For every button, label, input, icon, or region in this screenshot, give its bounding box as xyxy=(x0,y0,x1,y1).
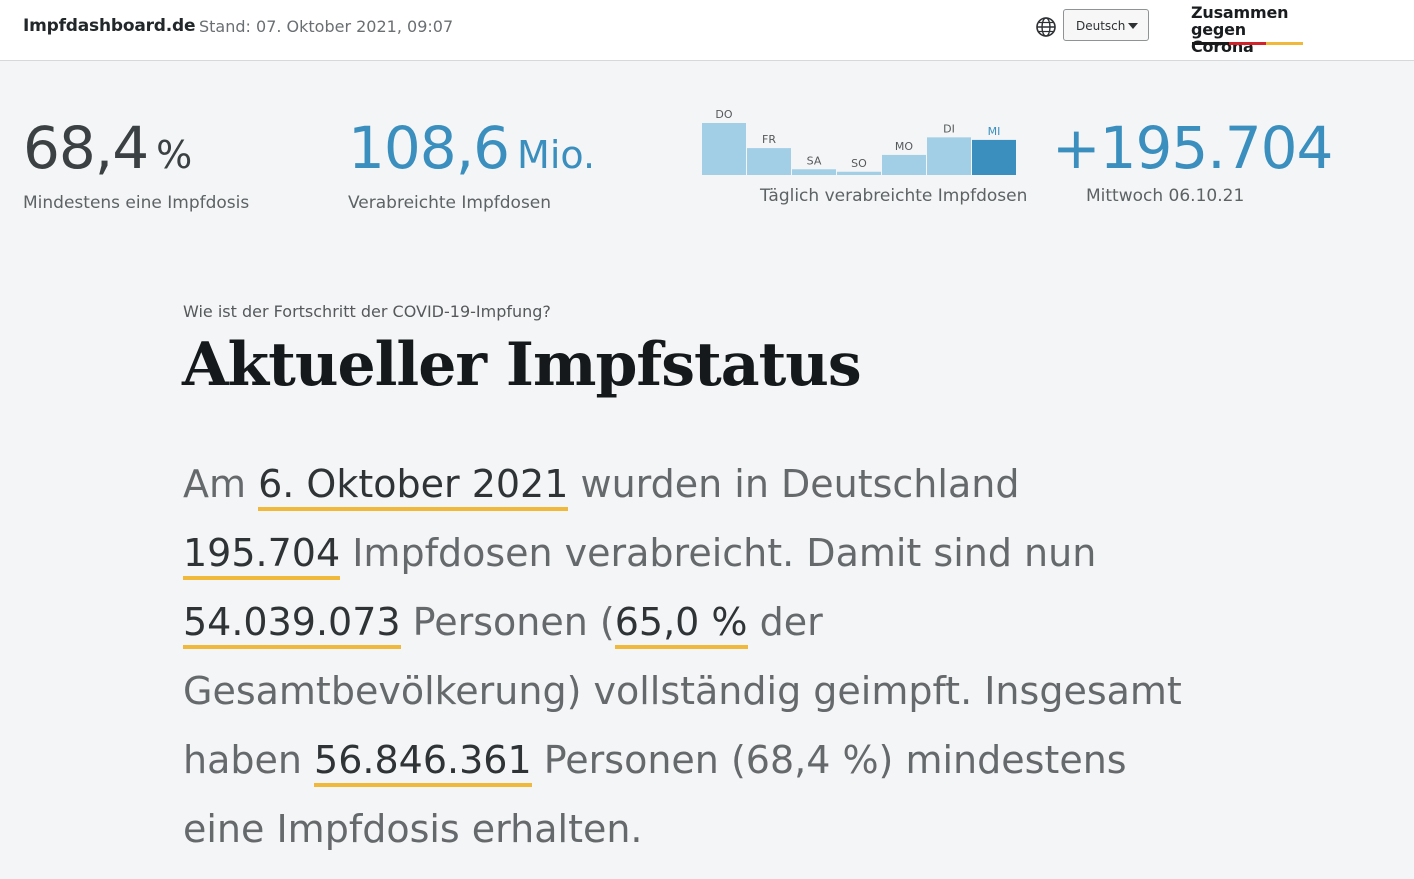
daily-bar-sa xyxy=(792,169,836,175)
language-value: Deutsch xyxy=(1076,19,1126,33)
daily-bar-label-di: DI xyxy=(943,122,955,135)
language-select[interactable]: Deutsch xyxy=(1063,9,1149,41)
status-text: Personen ( xyxy=(400,600,615,644)
status-date: 6. Oktober 2021 xyxy=(258,462,569,511)
kpi-total-doses-unit: Mio. xyxy=(517,133,596,177)
kpi-first-dose-unit: % xyxy=(156,133,193,177)
logo-line-2: gegen Corona xyxy=(1191,20,1254,56)
daily-bar-label-do: DO xyxy=(715,108,732,121)
kpi-first-dose-value: 68,4% xyxy=(23,114,193,182)
status-paragraph: Am 6. Oktober 2021 wurden in Deutschland… xyxy=(183,450,1183,864)
daily-bar-so xyxy=(837,171,881,175)
kpi-latest-day: +195.704 Mittwoch 06.10.21 xyxy=(1052,114,1333,206)
kpi-total-doses-label: Verabreichte Impfdosen xyxy=(348,193,552,213)
status-full-count: 54.039.073 xyxy=(183,600,401,649)
status-doses-day: 195.704 xyxy=(183,531,341,580)
flag-stripe xyxy=(1192,42,1303,45)
status-first-count: 56.846.361 xyxy=(314,738,532,787)
chevron-down-icon xyxy=(1128,23,1138,29)
section-kicker: Wie ist der Fortschritt der COVID-19-Imp… xyxy=(183,302,551,321)
daily-bar-label-sa: SA xyxy=(807,154,822,167)
kpi-first-dose: 68,4% Mindestens eine Impfdosis xyxy=(23,118,249,213)
kpi-latest-value: +195.704 xyxy=(1052,114,1333,182)
daily-bar-label-so: SO xyxy=(851,157,867,170)
kpi-total-doses: 108,6 Mio. Verabreichte Impfdosen xyxy=(348,118,595,213)
status-full-pct: 65,0 % xyxy=(614,600,748,649)
kpi-first-dose-label: Mindestens eine Impfdosis xyxy=(23,193,250,213)
daily-bar-label-fr: FR xyxy=(762,133,776,146)
status-text: der Gesamtbevölkerung) vollständig geimp… xyxy=(183,600,1182,782)
kpi-total-doses-value: 108,6 Mio. xyxy=(348,114,596,182)
daily-bar-mi xyxy=(972,139,1016,175)
top-bar: Impfdashboard.de Stand: 07. Oktober 2021… xyxy=(0,0,1414,61)
kpi-latest-label: Mittwoch 06.10.21 xyxy=(1086,186,1245,206)
daily-bar-label-mo: MO xyxy=(895,140,913,153)
daily-doses-chart: DO FR SA SO MO DI MI xyxy=(702,108,1016,175)
zusammen-gegen-corona-logo[interactable]: Zusammen gegen Corona xyxy=(1191,3,1305,55)
status-text: Am xyxy=(183,462,259,506)
daily-bar-mo xyxy=(882,154,926,175)
last-updated: Stand: 07. Oktober 2021, 09:07 xyxy=(199,17,454,36)
daily-doses-label: Täglich verabreichte Impfdosen xyxy=(760,186,1028,206)
brand-link[interactable]: Impfdashboard.de xyxy=(23,16,196,36)
page-title: Aktueller Impfstatus xyxy=(182,330,862,400)
daily-bar-di xyxy=(927,137,971,175)
status-text: Personen (68,4 %) mindestens eine Impfdo… xyxy=(183,738,1127,851)
daily-bar-fr xyxy=(747,148,791,175)
status-text: wurden in Deutschland xyxy=(568,462,1020,506)
logo-line-1: Zusammen xyxy=(1191,3,1289,22)
daily-bar-label-mi: MI xyxy=(988,125,1001,138)
globe-icon xyxy=(1036,17,1056,37)
daily-bar-do xyxy=(702,123,746,175)
status-text: Impfdosen verabreicht. Damit sind nun xyxy=(340,531,1097,575)
